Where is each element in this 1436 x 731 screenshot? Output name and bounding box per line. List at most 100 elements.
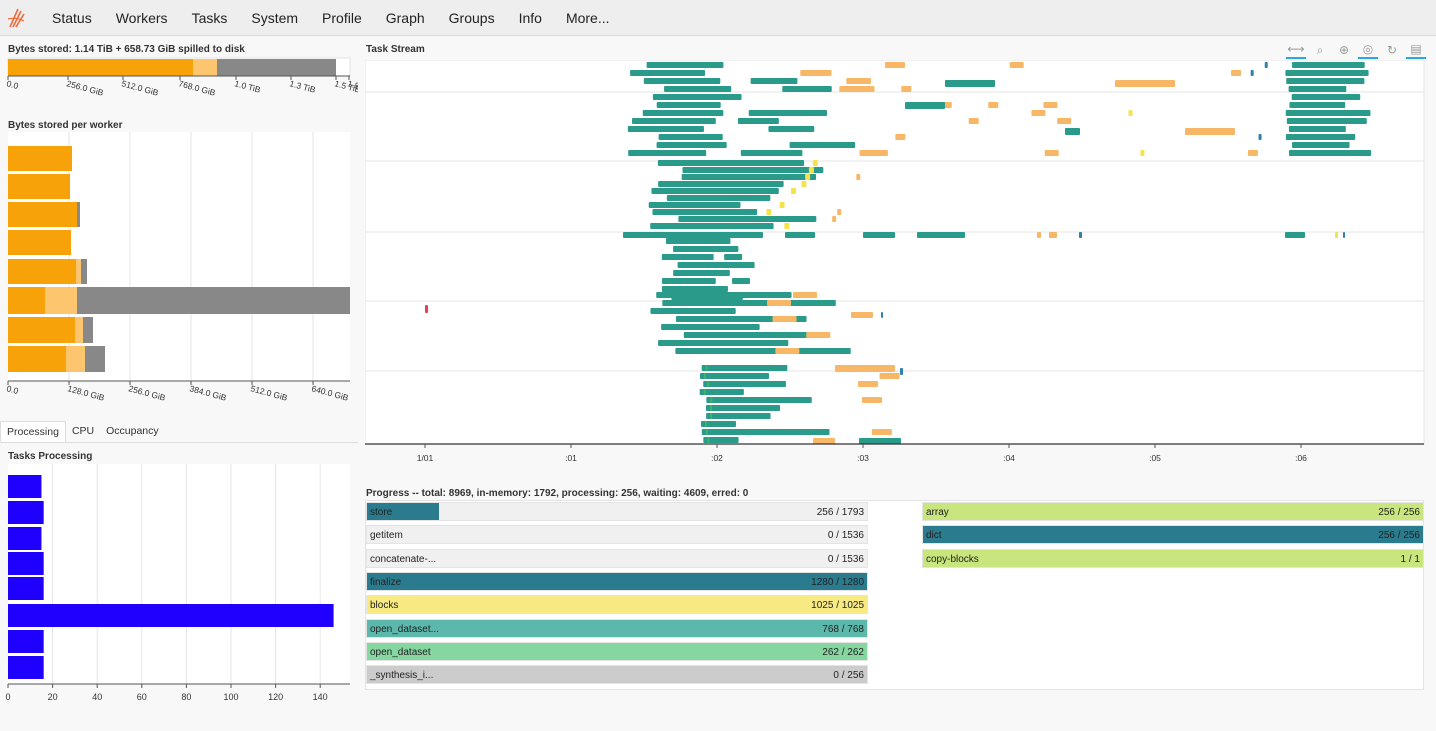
task-rect (657, 160, 805, 166)
nav-item-status[interactable]: Status (52, 9, 92, 26)
progress-fill (367, 596, 867, 614)
task-rect (1288, 86, 1347, 92)
task-rect (1264, 62, 1268, 68)
spilled-bar (217, 59, 336, 76)
task-rect (1292, 62, 1365, 68)
task-rect (627, 126, 704, 132)
progress-count: 1280 / 1280 (811, 576, 864, 588)
progress-row: _synthesis_i... 0 / 256 (366, 665, 868, 685)
nav-item-more[interactable]: More... (565, 9, 610, 26)
task-rect (703, 437, 739, 443)
axis-tick-label: 1/01 (417, 453, 434, 463)
task-rect (630, 70, 706, 76)
task-rect (707, 381, 710, 387)
task-rect (632, 118, 716, 124)
progress-count: 262 / 262 (822, 646, 864, 658)
progress-title: Progress -- total: 8969, in-memory: 1792… (366, 488, 749, 499)
worker-bar-spilled (77, 202, 80, 227)
tab-cpu[interactable]: CPU (71, 425, 95, 437)
task-rect (1288, 126, 1346, 132)
task-rect (859, 150, 888, 156)
task-rect (677, 262, 755, 268)
task-rect (1247, 150, 1258, 156)
worker-bar (8, 174, 70, 199)
progress-name: dict (926, 530, 942, 542)
tasks-bar (8, 656, 44, 679)
box-zoom-icon[interactable]: ⌕ (1316, 42, 1324, 57)
nav-item-workers[interactable]: Workers (115, 9, 168, 26)
task-rect (1343, 232, 1345, 238)
task-rect (750, 78, 798, 84)
task-rect (666, 195, 771, 201)
task-rect (1258, 134, 1262, 140)
task-rect (704, 421, 707, 427)
task-rect (832, 216, 837, 222)
axis-tick-label: 0.0 (5, 78, 19, 91)
progress-count: 0 / 256 (833, 670, 864, 682)
task-rect (805, 174, 811, 180)
task-rect (1049, 232, 1057, 238)
worker-bar-spilled (81, 259, 87, 284)
progress-row: copy-blocks 1 / 1 (922, 548, 1424, 568)
axis-tick-label: 0 (5, 692, 10, 702)
task-rect (968, 118, 979, 124)
task-rect (705, 405, 781, 411)
bytes-per-worker-chart: 0.0 128.0 GiB 256.0 GiB 384.0 GiB 512.0 GiB 6… (5, 132, 350, 403)
progress-row: array 256 / 256 (922, 502, 1424, 521)
tasks-bar (8, 630, 44, 653)
task-rect (863, 232, 895, 238)
nav-item-system[interactable]: System (251, 9, 299, 26)
worker-bar (8, 146, 72, 171)
reset-icon[interactable]: ↻ (1386, 43, 1398, 57)
task-rect (1037, 232, 1041, 238)
task-rect (673, 270, 730, 276)
tab-occupancy[interactable]: Occupancy (106, 425, 159, 437)
memory-bar (8, 59, 193, 76)
task-rect (651, 188, 779, 194)
task-rect (701, 365, 788, 371)
progress-count: 1 / 1 (1400, 553, 1420, 565)
axis-tick-label: 1.3 TiB (288, 78, 316, 95)
axis-tick-label: 120 (268, 692, 283, 702)
progress-row: open_dataset... 768 / 768 (366, 618, 868, 638)
progress-fill (367, 572, 867, 590)
nav-item-graph[interactable]: Graph (385, 9, 425, 26)
task-rect (767, 300, 792, 306)
task-rect (658, 134, 723, 140)
tab-processing[interactable]: Processing (0, 421, 66, 442)
task-rect (705, 429, 708, 435)
tasks-bar (8, 475, 42, 498)
axis-tick-label: 40 (92, 692, 102, 702)
pan-icon[interactable]: ⟷ (1286, 41, 1306, 59)
task-rect (1285, 110, 1371, 116)
progress-name: open_dataset (370, 646, 431, 658)
wheel-zoom-icon[interactable]: ⊕ (1338, 43, 1350, 57)
nav-item-tasks[interactable]: Tasks (191, 9, 228, 26)
progress-name: concatenate-... (370, 553, 437, 565)
task-rect (859, 438, 901, 444)
progress-row: getitem 0 / 1536 (366, 525, 868, 545)
task-rect (1031, 110, 1046, 116)
hover-icon[interactable]: ▤ (1406, 41, 1426, 59)
task-rect (766, 209, 772, 215)
task-rect (1065, 128, 1080, 135)
task-rect (710, 397, 713, 403)
axis-tick-label: 512.0 GiB (249, 383, 288, 403)
task-rect (779, 202, 785, 208)
axis-tick-label: 512.0 GiB (120, 78, 159, 98)
dask-logo-icon[interactable] (4, 5, 30, 31)
nav-item-groups[interactable]: Groups (448, 9, 495, 26)
worker-bar-managed (45, 287, 77, 314)
axis-tick-label: :02 (711, 453, 723, 463)
task-rect (648, 202, 741, 208)
nav-item-info[interactable]: Info (518, 9, 542, 26)
task-rect (1291, 94, 1361, 100)
task-rect (650, 308, 736, 314)
task-rect (1285, 134, 1356, 140)
axis-tick-label: 20 (48, 692, 58, 702)
task-rect (812, 160, 818, 166)
wheel-zoom-y-icon[interactable]: ◎ (1358, 41, 1378, 59)
nav-item-profile[interactable]: Profile (322, 9, 362, 26)
task-rect (1079, 232, 1082, 238)
task-rect (732, 278, 751, 284)
